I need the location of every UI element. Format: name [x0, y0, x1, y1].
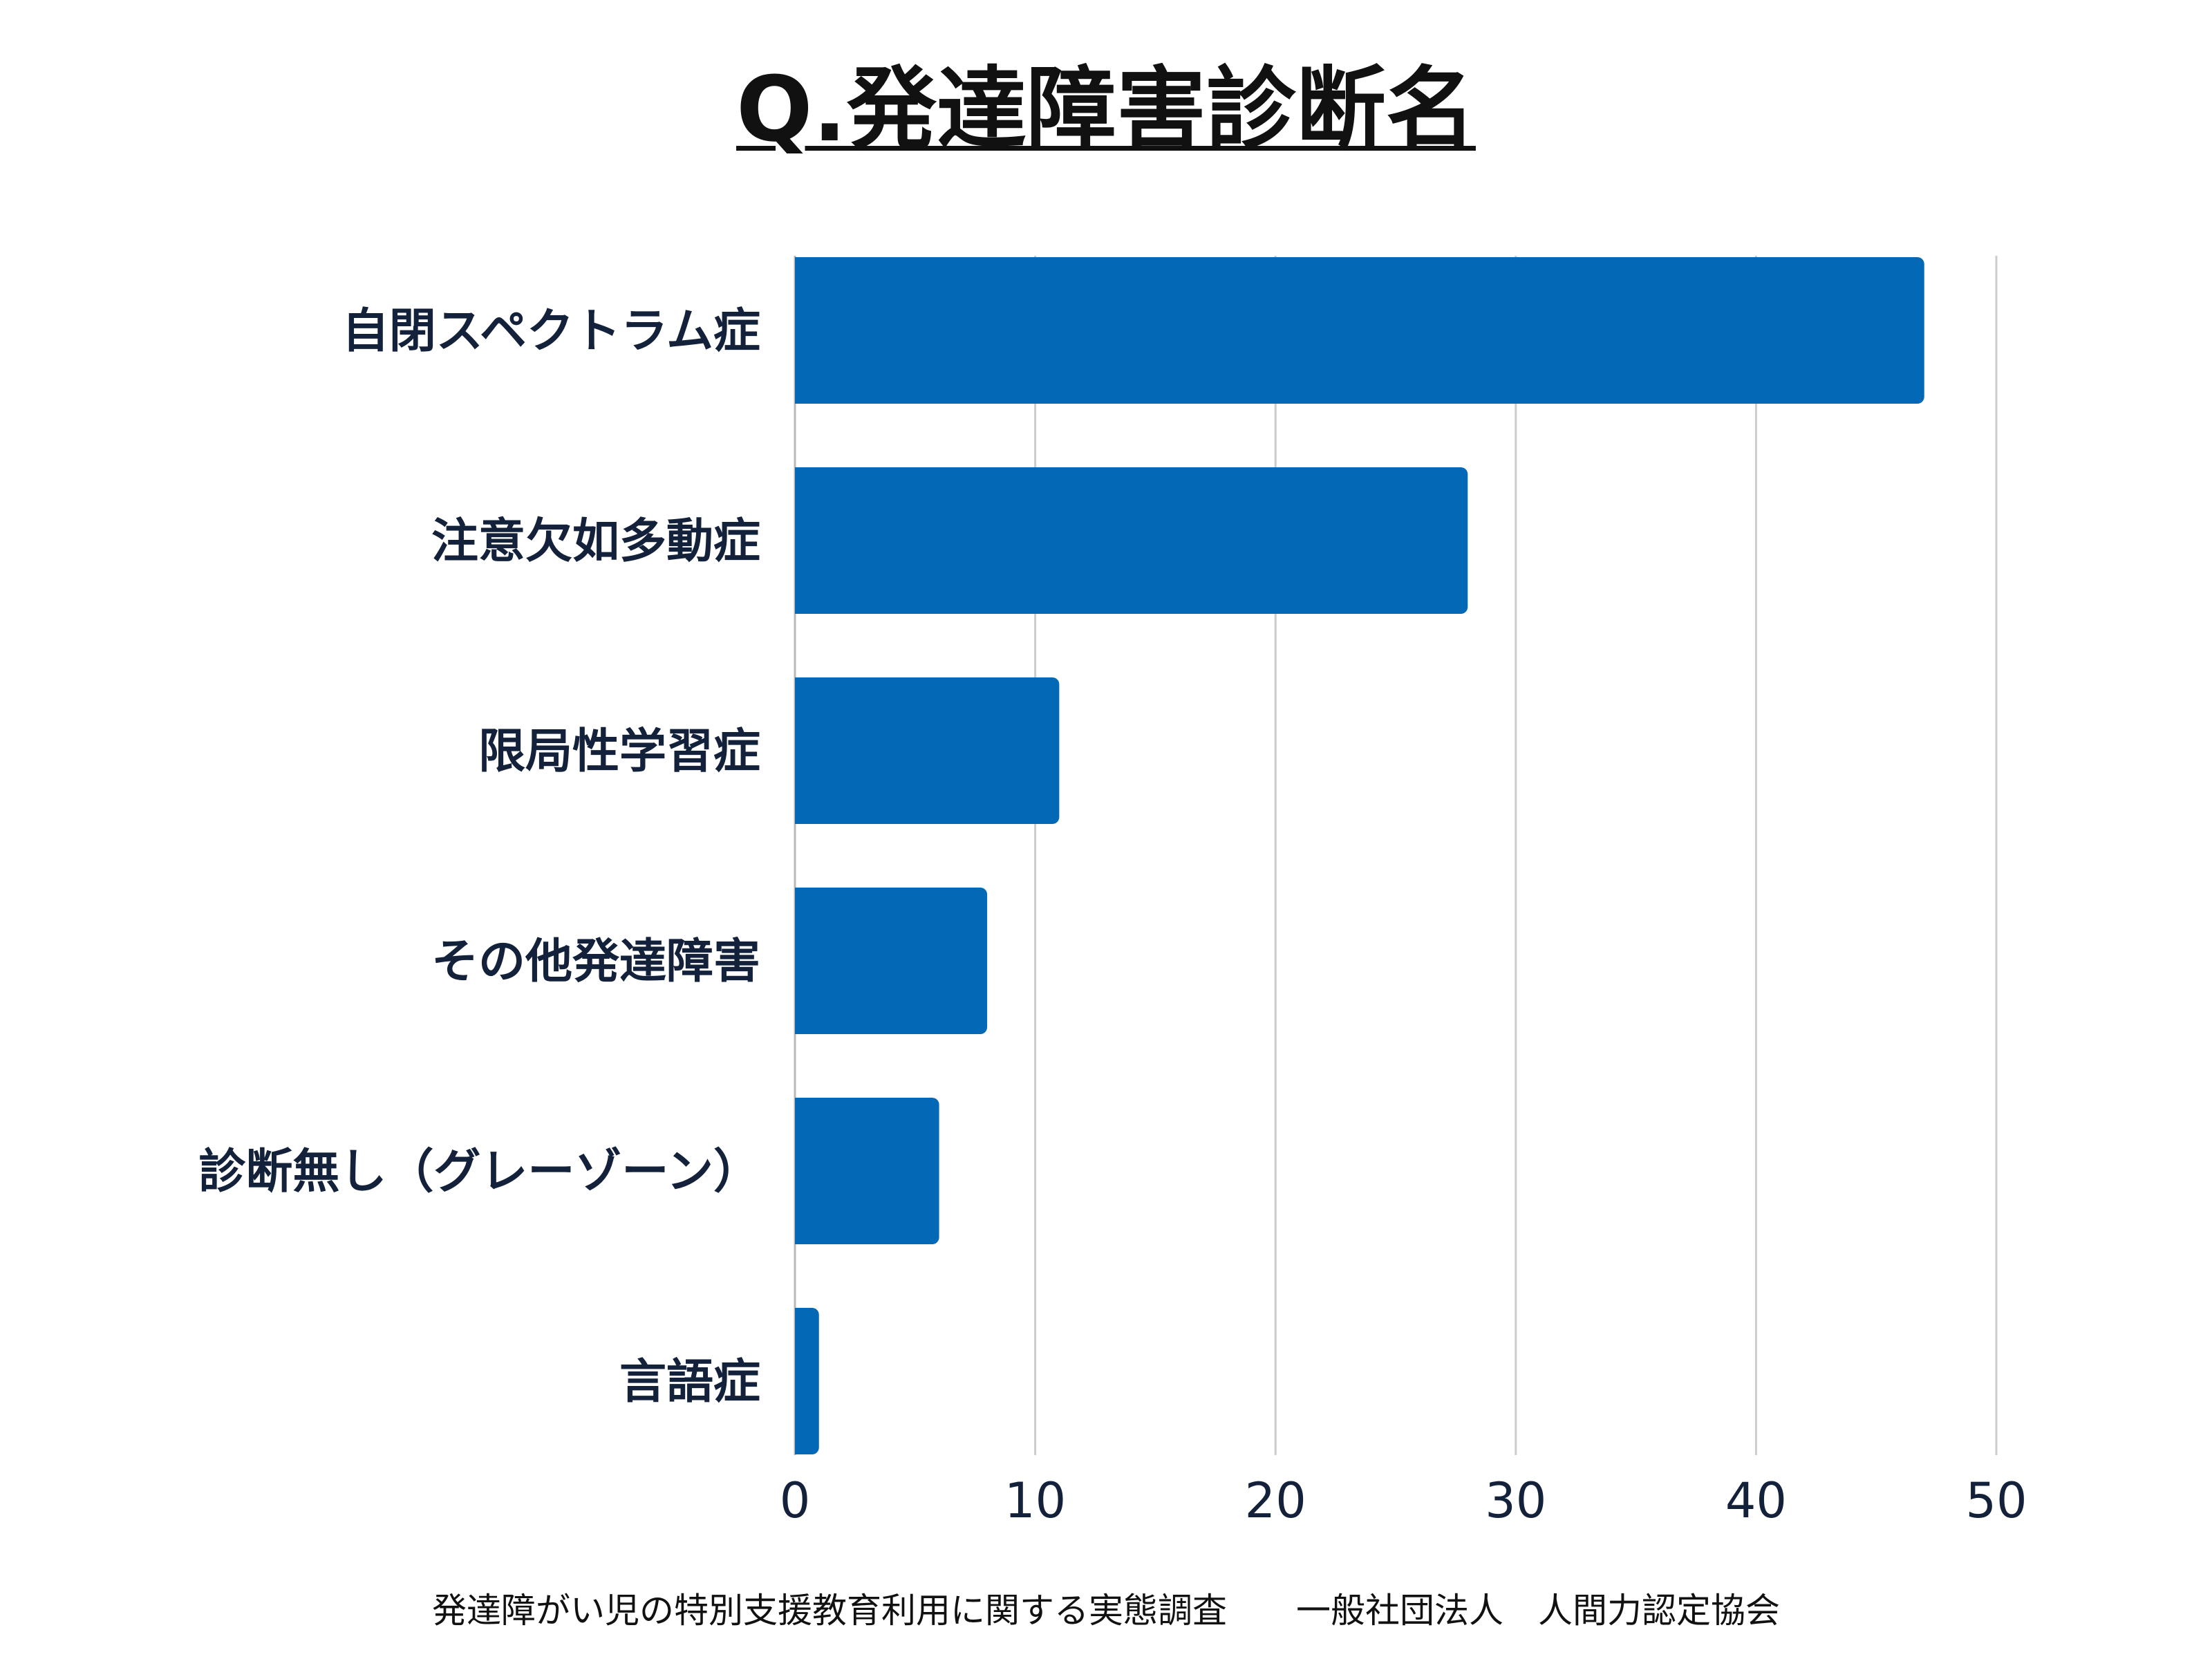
- x-tick-label: 30: [1485, 1472, 1546, 1529]
- bar: [795, 467, 1468, 614]
- x-tick-labels: 0 10 20 30 40 50: [780, 1472, 2027, 1529]
- category-label: 自閉スペクトラム症: [342, 304, 760, 359]
- source-note: 発達障がい児の特別支援教育利用に関する実態調査 一般社団法人 人間力認定協会: [432, 1591, 1780, 1631]
- bar-edge: [795, 257, 803, 404]
- bar-edge: [795, 888, 803, 1034]
- category-label: 診断無し（グレーゾーン）: [198, 1145, 760, 1199]
- category-label: 言語症: [619, 1355, 760, 1409]
- x-tick-label: 40: [1725, 1472, 1787, 1529]
- bar: [795, 888, 988, 1034]
- x-tick-label: 0: [780, 1472, 811, 1529]
- bar-edge: [795, 467, 803, 614]
- bar-edge: [795, 677, 803, 824]
- x-tick-label: 10: [1004, 1472, 1066, 1529]
- x-tick-label: 20: [1245, 1472, 1306, 1529]
- bar: [795, 257, 1924, 404]
- bar-edge: [795, 1308, 803, 1454]
- category-label: その他発達障害: [431, 935, 760, 989]
- category-label: 注意欠如多動症: [431, 514, 760, 569]
- gridlines: [794, 256, 1998, 1455]
- bars: [795, 257, 1924, 1454]
- chart-title: Q.発達障害診断名: [736, 57, 1476, 162]
- bar-edge: [795, 1098, 803, 1244]
- x-tick-label: 50: [1965, 1472, 2027, 1529]
- bar: [795, 1098, 939, 1244]
- category-label: 限局性学習症: [478, 724, 760, 779]
- category-labels: 自閉スペクトラム症注意欠如多動症限局性学習症その他発達障害診断無し（グレーゾーン…: [198, 304, 760, 1409]
- bar: [795, 677, 1060, 824]
